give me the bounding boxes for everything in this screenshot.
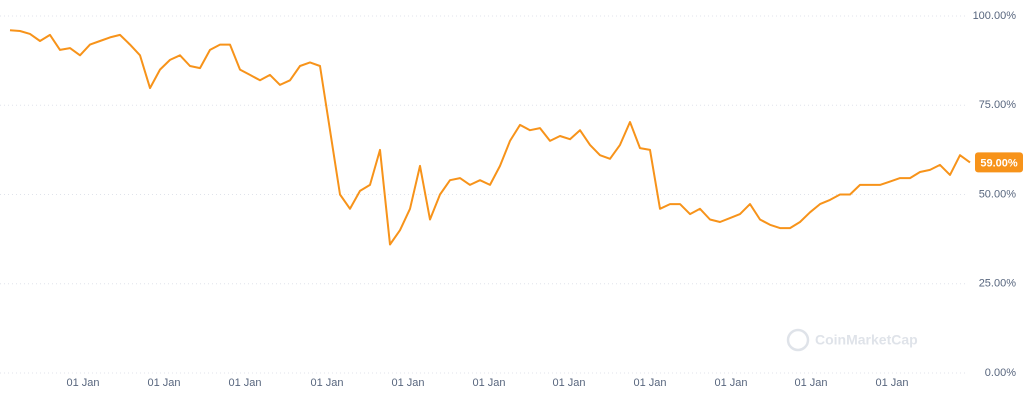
y-tick-label: 25.00%	[979, 278, 1017, 290]
x-tick-label: 01 Jan	[391, 377, 424, 389]
x-tick-label: 01 Jan	[228, 377, 261, 389]
watermark-text: CoinMarketCap	[815, 332, 918, 348]
x-tick-label: 01 Jan	[714, 377, 747, 389]
y-tick-label: 100.00%	[973, 10, 1017, 22]
x-tick-label: 01 Jan	[147, 377, 180, 389]
x-tick-label: 01 Jan	[66, 377, 99, 389]
y-tick-label: 0.00%	[985, 367, 1016, 379]
last-value-label: 59.00%	[980, 157, 1018, 169]
x-tick-label: 01 Jan	[310, 377, 343, 389]
x-tick-label: 01 Jan	[633, 377, 666, 389]
line	[9, 29, 971, 246]
y-tick-label: 50.00%	[979, 188, 1017, 200]
last-value-badge	[975, 152, 1023, 173]
x-tick-label: 01 Jan	[794, 377, 827, 389]
x-tick-label: 01 Jan	[552, 377, 585, 389]
x-tick-label: 01 Jan	[472, 377, 505, 389]
watermark: CoinMarketCap	[786, 328, 918, 352]
x-tick-label: 01 Jan	[875, 377, 908, 389]
watermark-logo	[786, 328, 810, 352]
y-tick-label: 75.00%	[979, 99, 1017, 111]
